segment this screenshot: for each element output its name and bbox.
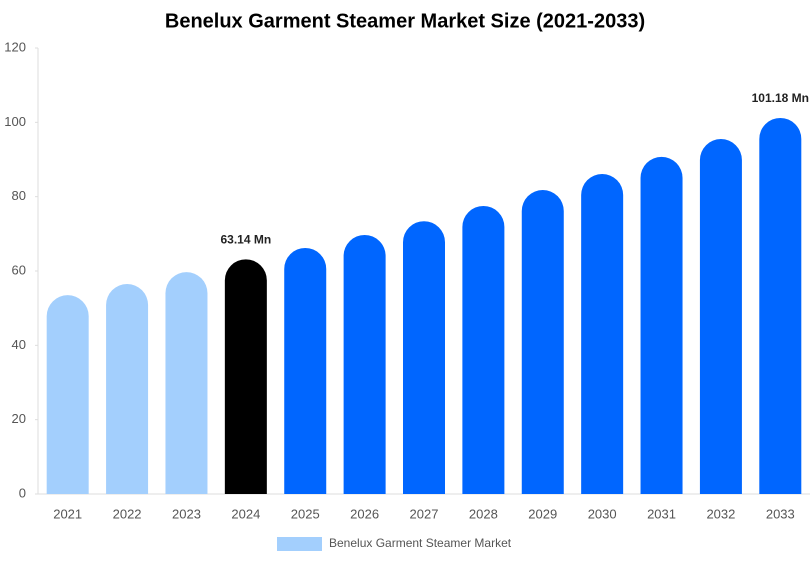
y-tick-label: 20 — [12, 411, 26, 426]
chart-title: Benelux Garment Steamer Market Size (202… — [165, 10, 645, 32]
bar — [521, 189, 564, 494]
bar — [106, 284, 149, 494]
x-tick-label: 2032 — [706, 506, 735, 521]
y-tick-label: 40 — [12, 337, 26, 352]
x-tick-label: 2029 — [528, 506, 557, 521]
bar — [640, 156, 683, 495]
bar — [462, 205, 505, 494]
x-tick-label: 2021 — [53, 506, 82, 521]
x-tick-label: 2028 — [469, 506, 498, 521]
y-tick-label: 0 — [19, 485, 26, 500]
y-tick-label: 60 — [12, 262, 26, 277]
bar — [581, 173, 624, 494]
y-tick-label: 80 — [12, 188, 26, 203]
legend-label: Benelux Garment Steamer Market — [329, 536, 512, 550]
bar — [165, 272, 208, 494]
value-label: 63.14 Mn — [220, 233, 271, 247]
x-tick-label: 2023 — [172, 506, 201, 521]
x-tick-label: 2033 — [766, 506, 795, 521]
y-tick-label: 120 — [4, 39, 26, 54]
y-tick-label: 100 — [4, 114, 26, 129]
bar — [284, 247, 327, 494]
bar — [46, 295, 89, 494]
bar — [699, 139, 742, 494]
x-tick-label: 2027 — [410, 506, 439, 521]
x-tick-label: 2024 — [231, 506, 260, 521]
bar — [224, 259, 267, 494]
bar — [343, 234, 386, 494]
x-tick-label: 2025 — [291, 506, 320, 521]
bar — [759, 117, 802, 495]
x-tick-label: 2030 — [588, 506, 617, 521]
value-label: 101.18 Mn — [752, 91, 809, 105]
x-tick-label: 2026 — [350, 506, 379, 521]
x-tick-label: 2031 — [647, 506, 676, 521]
legend-swatch — [277, 537, 322, 551]
bar — [403, 221, 445, 494]
x-tick-label: 2022 — [113, 506, 142, 521]
